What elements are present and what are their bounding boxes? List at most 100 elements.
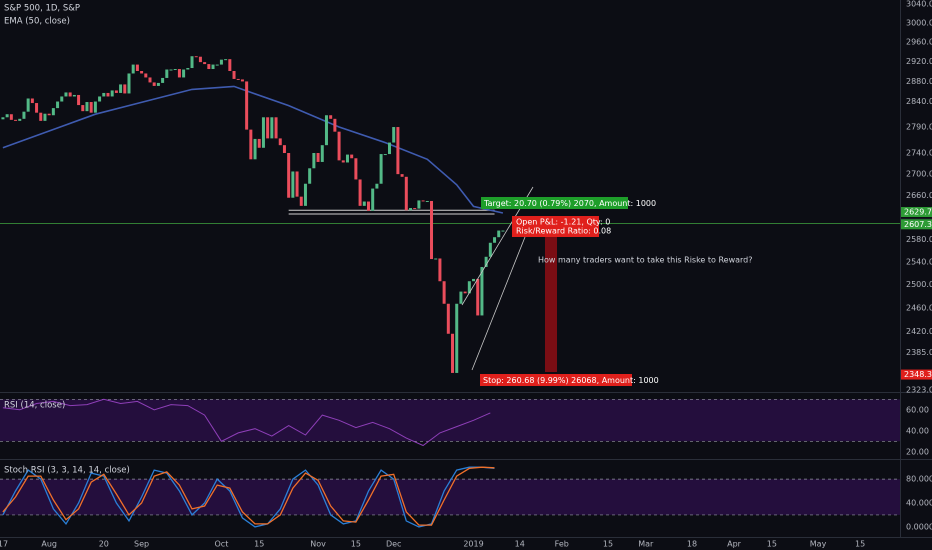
candle-body bbox=[207, 64, 211, 70]
candle-body bbox=[26, 98, 30, 112]
candle-body bbox=[425, 200, 429, 202]
candle-body bbox=[5, 114, 9, 118]
candle-body bbox=[114, 90, 118, 93]
candle-body bbox=[261, 117, 265, 148]
candle-body bbox=[173, 69, 177, 71]
stoch-line bbox=[2, 466, 495, 528]
candle-body bbox=[110, 90, 114, 97]
candle-body bbox=[85, 102, 89, 112]
y-tick-label: 2700.00 bbox=[906, 170, 932, 179]
candle-body bbox=[240, 79, 244, 82]
candle-body bbox=[228, 59, 232, 71]
x-tick-label: 20 bbox=[99, 540, 109, 549]
candle-body bbox=[190, 56, 194, 69]
price-tag bbox=[901, 219, 932, 230]
indicator-title: EMA (50, close) bbox=[4, 17, 70, 27]
candle-body bbox=[35, 103, 39, 113]
candle-body bbox=[47, 113, 51, 116]
x-tick-label: Mar bbox=[638, 540, 654, 549]
y-tick-label: 20.00 bbox=[906, 447, 929, 456]
candle-body bbox=[387, 142, 391, 155]
price-pane: 3040.00 3000.00 2960.00 2920.00 2880.00 2840.… bbox=[0, 0, 932, 395]
candle-body bbox=[9, 114, 13, 120]
candle-body bbox=[282, 145, 286, 154]
x-tick-label: Feb bbox=[555, 540, 569, 549]
candle-body bbox=[274, 117, 278, 139]
candle-body bbox=[383, 154, 387, 156]
trendline bbox=[471, 231, 528, 371]
y-tick-label: 2460.00 bbox=[906, 303, 932, 312]
candle-body bbox=[249, 129, 253, 160]
candle-body bbox=[320, 145, 324, 162]
ema-line bbox=[2, 85, 504, 214]
price-tag-label: 2629.72 bbox=[904, 208, 932, 217]
candle-body bbox=[144, 73, 148, 78]
x-tick-label: Nov bbox=[310, 540, 326, 549]
candle-body bbox=[98, 96, 102, 102]
candle-body bbox=[295, 171, 299, 197]
y-tick-label: 2500.00 bbox=[906, 280, 932, 289]
candle-body bbox=[404, 176, 408, 211]
candle-body bbox=[56, 101, 60, 109]
candle-body bbox=[148, 77, 152, 83]
candle-body bbox=[501, 230, 505, 232]
candle-body bbox=[467, 281, 471, 294]
rsi-line bbox=[2, 398, 491, 447]
x-tick-label: 14 bbox=[515, 540, 525, 549]
y-tick-label: 2790.00 bbox=[906, 123, 932, 132]
y-tick-label: 2323.00 bbox=[906, 386, 932, 395]
candle-body bbox=[232, 70, 236, 79]
stoch-line bbox=[2, 466, 495, 526]
y-tick-label: 2660.00 bbox=[906, 191, 932, 200]
candle-body bbox=[215, 64, 219, 66]
stoch-pane: 80.0000 40.0000 0.0000 bbox=[0, 466, 932, 531]
stoch-title: Stoch RSI (3, 3, 14, 14, close) bbox=[4, 466, 130, 476]
candle-body bbox=[194, 56, 198, 58]
pl-label: Open P&L: -1.21, Qty: 0 bbox=[516, 218, 610, 227]
y-tick-label: 3000.00 bbox=[906, 18, 932, 27]
candle-body bbox=[396, 127, 400, 175]
candle-body bbox=[333, 118, 337, 132]
candle-body bbox=[64, 92, 68, 97]
candle-body bbox=[266, 117, 270, 139]
price-tag-label: 2348.34 bbox=[904, 370, 932, 379]
y-tick-label: 2840.00 bbox=[906, 97, 932, 106]
candle-body bbox=[350, 154, 354, 159]
candle-body bbox=[93, 101, 97, 113]
candle-body bbox=[442, 281, 446, 304]
candle-body bbox=[119, 84, 123, 93]
x-tick-label: 17 bbox=[0, 540, 8, 549]
candle-body bbox=[81, 105, 85, 112]
candle-body bbox=[400, 174, 404, 177]
y-tick-label: 2420.00 bbox=[906, 327, 932, 336]
candle-body bbox=[211, 64, 215, 70]
candle-body bbox=[77, 94, 81, 106]
band-fill bbox=[0, 399, 900, 442]
target-label: Target: 20.70 (0.79%) 2070, Amount: 1000 bbox=[483, 199, 656, 208]
y-tick-label: 0.0000 bbox=[906, 522, 932, 531]
candle-body bbox=[451, 333, 455, 373]
stop-box bbox=[480, 374, 632, 386]
y-tick-label: 2540.00 bbox=[906, 257, 932, 266]
candle-body bbox=[413, 208, 417, 210]
candle-body bbox=[43, 113, 47, 121]
x-tick-label: Sep bbox=[134, 540, 149, 549]
x-tick-label: Dec bbox=[386, 540, 401, 549]
target-box bbox=[481, 197, 628, 209]
candle-body bbox=[68, 92, 72, 97]
y-tick-label: 3040.00 bbox=[906, 0, 932, 8]
candle-body bbox=[198, 56, 202, 63]
candle-body bbox=[409, 208, 413, 211]
candle-body bbox=[123, 84, 127, 94]
candle-body bbox=[446, 303, 450, 334]
y-tick-label: 2880.00 bbox=[906, 77, 932, 86]
y-tick-label: 2580.00 bbox=[906, 235, 932, 244]
candle-body bbox=[169, 69, 173, 71]
candle-body bbox=[476, 278, 480, 316]
candle-body bbox=[337, 131, 341, 161]
candle-body bbox=[497, 230, 501, 238]
candle-body bbox=[392, 127, 396, 143]
